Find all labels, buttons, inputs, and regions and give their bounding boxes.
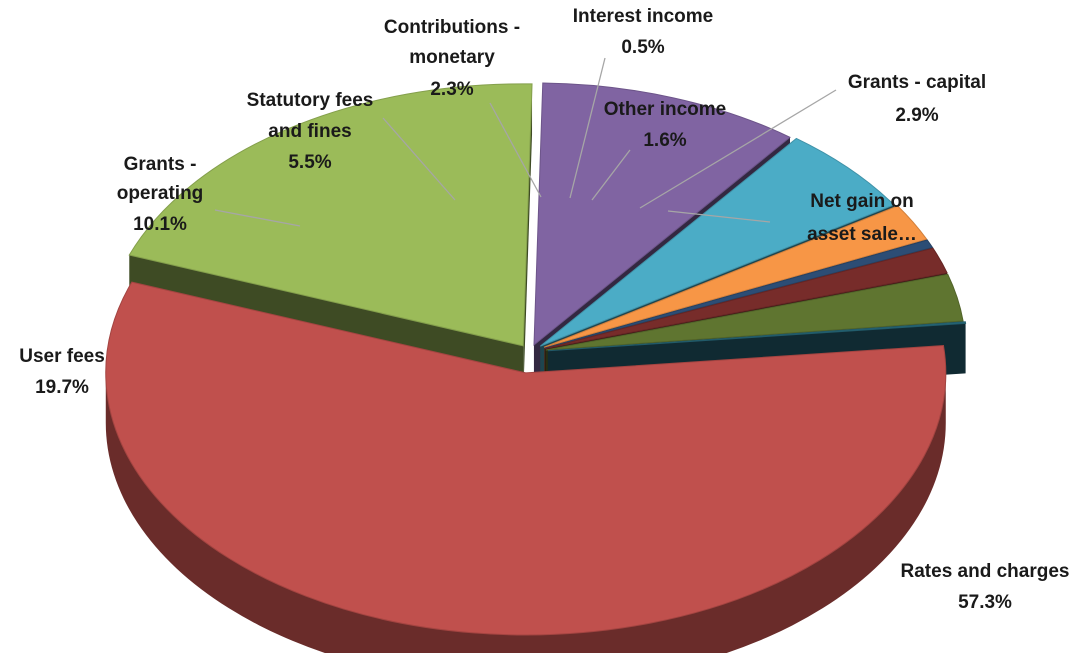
slice-user-fees (128, 83, 533, 347)
slice-interest-income (544, 239, 934, 349)
data-label-category-grants-operating: Grants - (124, 154, 197, 175)
leader-line-net-gain-on-asset-sale (667, 210, 771, 223)
data-label-value-grants-operating: 10.1% (133, 214, 187, 235)
data-label-category-contributions-monetary: Contributions - (384, 17, 520, 38)
slice-net-gain-on-asset-sale (547, 321, 967, 352)
slice-other-income (544, 247, 948, 350)
slice-statutory-fees-and-fines (540, 137, 895, 347)
leader-line-grants-capital (639, 89, 837, 209)
data-label-category-other-income: Other income (604, 99, 726, 120)
data-label-value-statutory-fees-and-fines: 5.5% (288, 152, 331, 173)
data-label-value-user-fees: 19.7% (35, 377, 89, 398)
data-label-value-rates-and-charges: 57.3% (958, 592, 1012, 613)
data-label-value-other-income: 1.6% (643, 130, 686, 151)
leader-line-other-income (591, 149, 631, 201)
data-label-category-grants-operating: operating (117, 183, 204, 204)
data-label-category-grants-capital: Grants - capital (848, 72, 986, 93)
data-label-category-statutory-fees-and-fines: and fines (268, 121, 351, 142)
slice-grants-capital (545, 273, 964, 351)
leader-line-contributions-monetary (489, 102, 542, 198)
data-label-category-net-gain-on-asset-sale: asset sale… (807, 224, 917, 245)
data-label-category-interest-income: Interest income (573, 6, 713, 27)
data-label-value-grants-capital: 2.9% (895, 105, 938, 126)
slice-rates-and-charges (105, 281, 947, 636)
leader-line-statutory-fees-and-fines (382, 117, 456, 201)
data-label-category-rates-and-charges: Rates and charges (901, 561, 1070, 582)
data-label-category-net-gain-on-asset-sale: Net gain on (810, 191, 913, 212)
data-label-value-contributions-monetary: 2.3% (430, 79, 473, 100)
data-label-category-contributions-monetary: monetary (409, 47, 495, 68)
data-label-value-interest-income: 0.5% (621, 37, 664, 58)
leader-line-interest-income (569, 57, 606, 199)
data-label-category-statutory-fees-and-fines: Statutory fees (247, 90, 374, 111)
data-label-category-user-fees: User fees (19, 346, 105, 367)
slice-contributions-monetary (543, 205, 928, 348)
leader-line-grants-operating (214, 209, 301, 227)
